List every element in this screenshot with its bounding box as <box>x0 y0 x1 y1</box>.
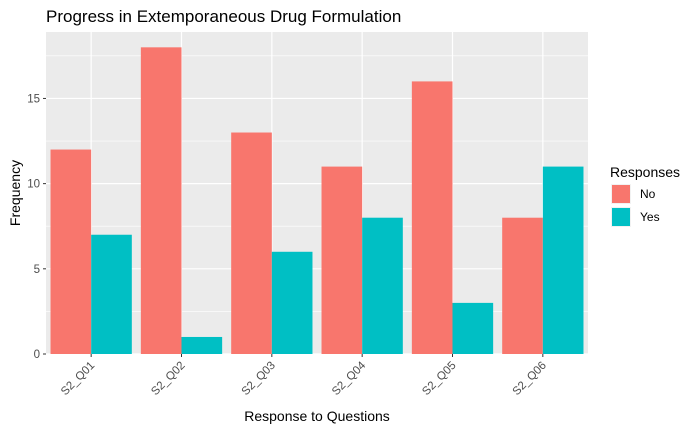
y-tick-label: 15 <box>27 93 40 105</box>
y-tick-label: 5 <box>34 264 40 276</box>
bar-yes-S2_Q06 <box>542 166 584 354</box>
bar-yes-S2_Q05 <box>452 302 494 354</box>
x-tick-label: S2_Q05 <box>420 360 458 398</box>
plot-panel <box>46 32 588 354</box>
bar-no-S2_Q02 <box>140 47 182 354</box>
x-tick-label: S2_Q02 <box>149 360 187 398</box>
legend-title: Responses <box>610 164 680 180</box>
y-tick-label: 10 <box>27 179 40 191</box>
bar-yes-S2_Q03 <box>271 251 313 354</box>
bar-yes-S2_Q04 <box>362 217 403 354</box>
bar-no-S2_Q04 <box>321 166 363 354</box>
y-axis: 0 5 10 15 <box>27 93 46 361</box>
bar-yes-S2_Q01 <box>91 234 132 354</box>
y-axis-title: Frequency <box>7 160 23 226</box>
bar-no-S2_Q06 <box>502 217 543 354</box>
legend-label-yes: Yes <box>640 210 660 224</box>
legend-key-no <box>612 185 630 203</box>
x-tick-label: S2_Q04 <box>330 359 369 398</box>
x-tick-label: S2_Q03 <box>240 360 278 398</box>
x-axis-title: Response to Questions <box>244 408 390 424</box>
x-axis: S2_Q01 S2_Q02 S2_Q03 S2_Q04 S2_Q05 S2_Q06 <box>59 354 549 398</box>
x-tick-label: S2_Q01 <box>59 360 97 398</box>
legend-label-no: No <box>640 187 656 201</box>
legend-key-yes <box>612 208 630 226</box>
y-tick-label: 0 <box>34 349 40 361</box>
bar-no-S2_Q01 <box>50 149 92 354</box>
minor-gridlines <box>46 55 588 312</box>
x-tick-label: S2_Q06 <box>511 360 549 398</box>
bar-no-S2_Q03 <box>231 132 272 354</box>
chart-title: Progress in Extemporaneous Drug Formulat… <box>46 7 401 26</box>
legend: Responses No Yes <box>610 164 680 227</box>
bar-yes-S2_Q02 <box>181 336 223 354</box>
bars <box>50 47 584 354</box>
bar-no-S2_Q05 <box>411 81 453 354</box>
